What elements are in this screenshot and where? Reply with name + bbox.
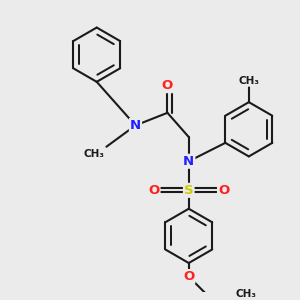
Text: O: O — [183, 270, 194, 283]
Text: CH₃: CH₃ — [235, 289, 256, 299]
Text: O: O — [162, 79, 173, 92]
Text: O: O — [218, 184, 229, 197]
Text: O: O — [148, 184, 160, 197]
Text: S: S — [184, 184, 194, 197]
Text: N: N — [183, 155, 194, 168]
Text: CH₃: CH₃ — [238, 76, 259, 86]
Text: N: N — [130, 119, 141, 132]
Text: CH₃: CH₃ — [83, 149, 104, 159]
